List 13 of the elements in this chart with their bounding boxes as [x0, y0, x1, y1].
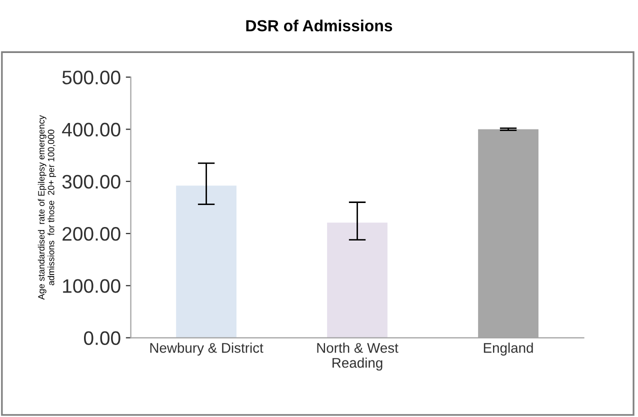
x-tick-label: North & West Reading: [317, 342, 398, 371]
y-tick-label: 0.00: [84, 331, 120, 346]
x-tick-label: England: [484, 342, 533, 356]
y-tick-label: 500.00: [62, 70, 120, 84]
y-tick-label: 400.00: [62, 122, 120, 137]
chart-title: DSR of Admissions: [246, 20, 392, 32]
bar: [327, 222, 388, 338]
x-tick-label: Newbury & District: [150, 342, 264, 356]
y-tick-label: 300.00: [62, 174, 120, 189]
y-tick-label: 100.00: [63, 279, 120, 293]
bar: [176, 186, 236, 338]
y-tick-label: 200.00: [62, 226, 120, 241]
y-axis-title: Age standardised rate of Epilepsy emergency admissions for those 20+ per 100,000: [38, 115, 56, 300]
